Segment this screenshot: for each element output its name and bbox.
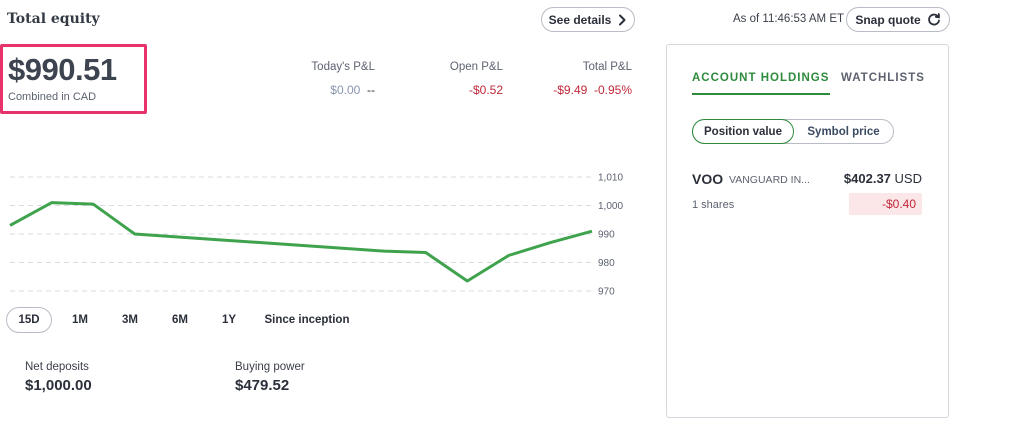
chevron-right-icon [619,14,626,25]
open-pnl-label: Open P&L [449,61,503,73]
see-details-label: See details [548,12,612,27]
equity-series-line [9,201,593,283]
buying-power-label: Buying power [235,361,305,373]
todays-pnl-value: $0.00 -- [330,83,375,97]
range-6m[interactable]: 6M [172,314,188,326]
page-title: Total equity [7,11,100,27]
toggle-position-value[interactable]: Position value [692,119,794,144]
range-selector: 15D 1M 3M 6M 1Y Since inception [6,307,364,333]
todays-pnl-pct: -- [367,83,375,97]
buying-power-value: $479.52 [235,377,290,394]
refresh-icon [927,12,940,25]
tab-watchlists[interactable]: WATCHLISTS [841,72,925,84]
holding-symbol: VOO [692,171,724,187]
todays-pnl-amount: $0.00 [330,83,361,97]
total-pnl-label: Total P&L [582,61,632,73]
tab-account-holdings[interactable]: ACCOUNT HOLDINGS [692,72,831,95]
holding-shares: 1 shares [692,199,735,211]
toggle-symbol-price[interactable]: Symbol price [807,125,880,138]
see-details-button[interactable]: See details [541,7,635,32]
y-tick-label: 980 [598,258,615,269]
net-deposits-label: Net deposits [25,361,89,373]
y-tick-label: 990 [598,230,615,241]
snap-quote-label: Snap quote [855,12,921,27]
total-equity-value: $990.51 [8,52,117,87]
equity-currency-note: Combined in CAD [8,91,97,103]
holdings-panel: ACCOUNT HOLDINGS WATCHLISTS Position val… [666,44,949,418]
holding-price: $402.37 USD [844,171,922,186]
holding-price-currency: USD [894,171,922,186]
as-of-timestamp: As of 11:46:53 AM ET [733,13,845,25]
todays-pnl-label: Today's P&L [311,61,375,73]
range-since-inception[interactable]: Since inception [264,314,350,326]
open-pnl-value: -$0.52 [468,83,503,97]
total-pnl-value: -$9.49 -0.95% [553,83,632,97]
snap-quote-button[interactable]: Snap quote [846,7,950,32]
holding-price-amount: $402.37 [843,171,891,186]
y-tick-label: 1,000 [598,201,623,212]
y-tick-label: 970 [598,287,615,298]
equity-line-chart: 1,010 1,000 990 980 970 [9,173,623,298]
range-1m[interactable]: 1M [72,314,88,326]
equity-highlight-box: $990.51 Combined in CAD [0,44,147,114]
total-pnl-amount: -$9.49 [553,83,588,97]
range-1y[interactable]: 1Y [221,314,237,326]
total-pnl-pct: -0.95% [593,83,632,97]
holding-name: VANGUARD IN... [729,174,810,186]
range-3m[interactable]: 3M [122,314,138,326]
holding-change-badge: -$0.40 [849,193,922,215]
range-15d[interactable]: 15D [6,307,52,333]
value-mode-toggle: Position value Symbol price [692,119,894,144]
y-tick-label: 1,010 [598,173,623,184]
net-deposits-value: $1,000.00 [25,377,92,394]
